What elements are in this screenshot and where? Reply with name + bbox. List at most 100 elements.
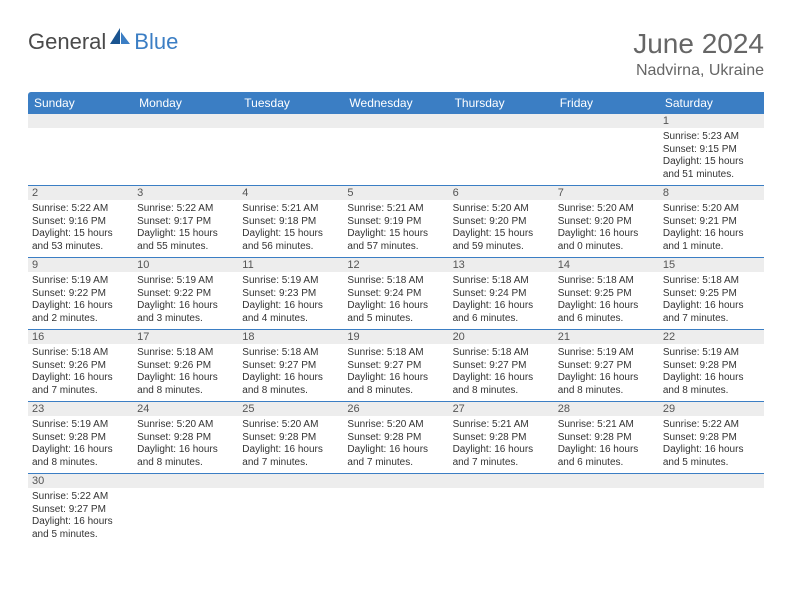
title-block: June 2024 Nadvirna, Ukraine bbox=[633, 28, 764, 80]
day-line: Sunrise: 5:19 AM bbox=[242, 275, 339, 288]
header-monday: Monday bbox=[133, 92, 238, 114]
day-line: Daylight: 16 hours bbox=[137, 372, 234, 385]
day-cell: Sunrise: 5:19 AMSunset: 9:22 PMDaylight:… bbox=[28, 272, 133, 330]
day-number-cell bbox=[659, 474, 764, 489]
day-line: Daylight: 16 hours bbox=[242, 300, 339, 313]
day-line: Sunrise: 5:22 AM bbox=[663, 419, 760, 432]
day-number-cell: 30 bbox=[28, 474, 133, 489]
day-number-cell: 7 bbox=[554, 186, 659, 201]
day-content: Sunrise: 5:20 AMSunset: 9:20 PMDaylight:… bbox=[453, 202, 550, 253]
day-number-cell: 21 bbox=[554, 330, 659, 345]
day-number-cell: 5 bbox=[343, 186, 448, 201]
day-cell bbox=[343, 128, 448, 186]
day-number-cell bbox=[449, 474, 554, 489]
day-line: Sunset: 9:27 PM bbox=[453, 360, 550, 373]
day-cell: Sunrise: 5:21 AMSunset: 9:28 PMDaylight:… bbox=[554, 416, 659, 474]
day-line: and 7 minutes. bbox=[663, 313, 760, 326]
day-cell bbox=[133, 488, 238, 545]
day-number-cell bbox=[238, 114, 343, 128]
day-line: Daylight: 15 hours bbox=[663, 156, 760, 169]
day-line: Daylight: 16 hours bbox=[32, 444, 129, 457]
day-number-cell: 8 bbox=[659, 186, 764, 201]
day-line: and 6 minutes. bbox=[453, 313, 550, 326]
day-line: Daylight: 16 hours bbox=[558, 300, 655, 313]
day-cell bbox=[28, 128, 133, 186]
day-line: Sunrise: 5:19 AM bbox=[558, 347, 655, 360]
day-line: Daylight: 16 hours bbox=[137, 300, 234, 313]
day-line: and 1 minute. bbox=[663, 241, 760, 254]
day-number-cell: 29 bbox=[659, 402, 764, 417]
day-line: Daylight: 15 hours bbox=[137, 228, 234, 241]
day-number-cell: 18 bbox=[238, 330, 343, 345]
day-number-row: 30 bbox=[28, 474, 764, 489]
week-row: Sunrise: 5:19 AMSunset: 9:22 PMDaylight:… bbox=[28, 272, 764, 330]
day-cell: Sunrise: 5:18 AMSunset: 9:27 PMDaylight:… bbox=[449, 344, 554, 402]
day-line: Sunrise: 5:21 AM bbox=[558, 419, 655, 432]
day-line: Daylight: 16 hours bbox=[663, 228, 760, 241]
day-number-row: 2345678 bbox=[28, 186, 764, 201]
day-cell bbox=[449, 128, 554, 186]
day-cell: Sunrise: 5:20 AMSunset: 9:20 PMDaylight:… bbox=[554, 200, 659, 258]
day-cell bbox=[133, 128, 238, 186]
day-line: Daylight: 16 hours bbox=[558, 444, 655, 457]
day-cell: Sunrise: 5:22 AMSunset: 9:28 PMDaylight:… bbox=[659, 416, 764, 474]
day-number-cell: 27 bbox=[449, 402, 554, 417]
day-line: Sunrise: 5:21 AM bbox=[453, 419, 550, 432]
day-line: and 59 minutes. bbox=[453, 241, 550, 254]
day-line: Sunrise: 5:19 AM bbox=[137, 275, 234, 288]
day-line: Sunrise: 5:18 AM bbox=[347, 275, 444, 288]
day-cell: Sunrise: 5:18 AMSunset: 9:24 PMDaylight:… bbox=[449, 272, 554, 330]
day-number-cell: 6 bbox=[449, 186, 554, 201]
day-cell bbox=[659, 488, 764, 545]
day-content: Sunrise: 5:19 AMSunset: 9:27 PMDaylight:… bbox=[558, 346, 655, 397]
day-cell: Sunrise: 5:18 AMSunset: 9:26 PMDaylight:… bbox=[28, 344, 133, 402]
day-line: Sunset: 9:24 PM bbox=[347, 288, 444, 301]
day-line: and 8 minutes. bbox=[242, 385, 339, 398]
day-line: and 5 minutes. bbox=[347, 313, 444, 326]
day-cell: Sunrise: 5:19 AMSunset: 9:22 PMDaylight:… bbox=[133, 272, 238, 330]
day-cell: Sunrise: 5:20 AMSunset: 9:28 PMDaylight:… bbox=[133, 416, 238, 474]
week-row: Sunrise: 5:19 AM Sunset: 9:28 PM Daylight:… bbox=[28, 416, 764, 474]
day-number-cell: 10 bbox=[133, 258, 238, 273]
day-number-row: 16171819202122 bbox=[28, 330, 764, 345]
day-line: Sunset: 9:27 PM bbox=[558, 360, 655, 373]
day-content: Sunrise: 5:20 AMSunset: 9:21 PMDaylight:… bbox=[663, 202, 760, 253]
day-number-row: 1 bbox=[28, 114, 764, 128]
day-number-cell: 24 bbox=[133, 402, 238, 417]
day-line: Sunrise: 5:21 AM bbox=[242, 203, 339, 216]
day-line: Sunrise: 5:19 AM bbox=[32, 419, 129, 432]
day-line: and 5 minutes. bbox=[663, 457, 760, 470]
day-line: Sunrise: 5:20 AM bbox=[663, 203, 760, 216]
day-line: Sunrise: 5:18 AM bbox=[347, 347, 444, 360]
day-number-cell: 16 bbox=[28, 330, 133, 345]
day-content: Sunrise: 5:18 AMSunset: 9:25 PMDaylight:… bbox=[663, 274, 760, 325]
day-cell: Sunrise: 5:20 AMSunset: 9:20 PMDaylight:… bbox=[449, 200, 554, 258]
week-row: Sunrise: 5:22 AMSunset: 9:16 PMDaylight:… bbox=[28, 200, 764, 258]
day-line: Sunrise: 5:18 AM bbox=[242, 347, 339, 360]
day-number-cell: 14 bbox=[554, 258, 659, 273]
day-content: Sunrise: 5:21 AMSunset: 9:18 PMDaylight:… bbox=[242, 202, 339, 253]
header: General Blue June 2024 Nadvirna, Ukraine bbox=[28, 28, 764, 80]
header-saturday: Saturday bbox=[659, 92, 764, 114]
day-cell: Sunrise: 5:21 AMSunset: 9:19 PMDaylight:… bbox=[343, 200, 448, 258]
day-content: Sunrise: 5:19 AMSunset: 9:22 PMDaylight:… bbox=[32, 274, 129, 325]
logo-text-blue: Blue bbox=[134, 29, 178, 55]
day-cell: Sunrise: 5:18 AMSunset: 9:24 PMDaylight:… bbox=[343, 272, 448, 330]
day-cell: Sunrise: 5:22 AMSunset: 9:16 PMDaylight:… bbox=[28, 200, 133, 258]
day-line: Daylight: 16 hours bbox=[453, 372, 550, 385]
day-line: and 8 minutes. bbox=[32, 457, 129, 470]
day-line: Daylight: 16 hours bbox=[558, 372, 655, 385]
day-content: Sunrise: 5:20 AMSunset: 9:28 PMDaylight:… bbox=[347, 418, 444, 469]
day-number-cell: 2 bbox=[28, 186, 133, 201]
day-line: Sunset: 9:21 PM bbox=[663, 216, 760, 229]
day-line: and 8 minutes. bbox=[453, 385, 550, 398]
day-line: Sunset: 9:28 PM bbox=[242, 432, 339, 445]
day-line: Sunset: 9:27 PM bbox=[32, 504, 129, 517]
day-line: Daylight: 16 hours bbox=[558, 228, 655, 241]
day-line: Sunrise: 5:22 AM bbox=[32, 491, 129, 504]
day-line: Daylight: 16 hours bbox=[453, 444, 550, 457]
day-line: Sunset: 9:28 PM bbox=[663, 360, 760, 373]
day-number-cell: 13 bbox=[449, 258, 554, 273]
day-line: Sunset: 9:25 PM bbox=[663, 288, 760, 301]
day-cell bbox=[554, 128, 659, 186]
